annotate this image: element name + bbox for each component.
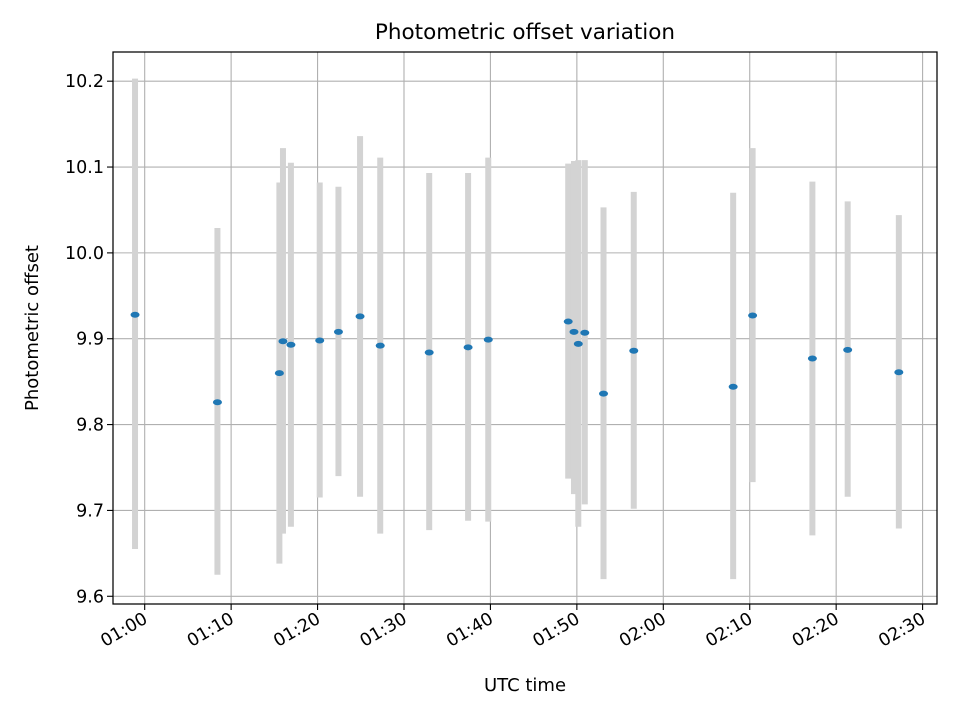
chart-title: Photometric offset variation (375, 20, 675, 45)
point-layer (130, 311, 904, 406)
x-tick-label: 02:10 (703, 609, 757, 652)
y-tick-label: 10.1 (65, 158, 104, 178)
data-point (375, 342, 385, 349)
data-point (843, 346, 853, 353)
data-point (463, 344, 473, 351)
data-point (563, 318, 573, 325)
data-point (580, 329, 590, 336)
data-point (355, 313, 365, 320)
y-tick-label: 9.7 (76, 501, 104, 521)
y-tick-label: 9.6 (76, 587, 104, 607)
x-axis-label: UTC time (484, 675, 566, 696)
data-point (424, 349, 434, 356)
data-point (569, 328, 579, 335)
data-point (212, 399, 222, 406)
y-tick-label: 10.0 (65, 244, 104, 264)
data-point (278, 338, 288, 345)
y-axis-label: Photometric offset (22, 245, 43, 411)
data-point (333, 328, 343, 335)
y-tick-label: 9.8 (76, 416, 104, 436)
data-point (629, 347, 639, 354)
data-point (274, 370, 284, 377)
data-point (728, 383, 738, 390)
x-tick-label: 01:00 (98, 609, 152, 652)
x-tick-label: 02:00 (616, 609, 670, 652)
data-point (315, 337, 325, 344)
tick-label-layer: 01:00 01:10 01:20 01:30 01:40 01:50 02:00 02:10… (65, 72, 929, 651)
x-tick-label: 02:30 (875, 609, 929, 652)
x-tick-label: 01:40 (443, 609, 497, 652)
x-tick-label: 01:20 (270, 609, 324, 652)
data-point (573, 340, 583, 347)
x-tick-label: 02:20 (789, 609, 843, 652)
x-tick-label: 01:30 (357, 609, 411, 652)
data-point (599, 390, 609, 397)
plot-frame (112, 51, 938, 605)
y-tick-label: 9.9 (76, 330, 104, 350)
x-tick-label: 01:50 (530, 609, 584, 652)
errorbar-layer (132, 78, 902, 580)
data-point (748, 312, 758, 319)
y-tick-label: 10.2 (65, 72, 104, 92)
data-point (483, 336, 493, 343)
data-point (894, 369, 904, 376)
data-point (130, 311, 140, 318)
data-point (286, 341, 296, 348)
data-point (807, 355, 817, 362)
tick-layer (107, 80, 924, 610)
x-tick-label: 01:10 (184, 609, 238, 652)
